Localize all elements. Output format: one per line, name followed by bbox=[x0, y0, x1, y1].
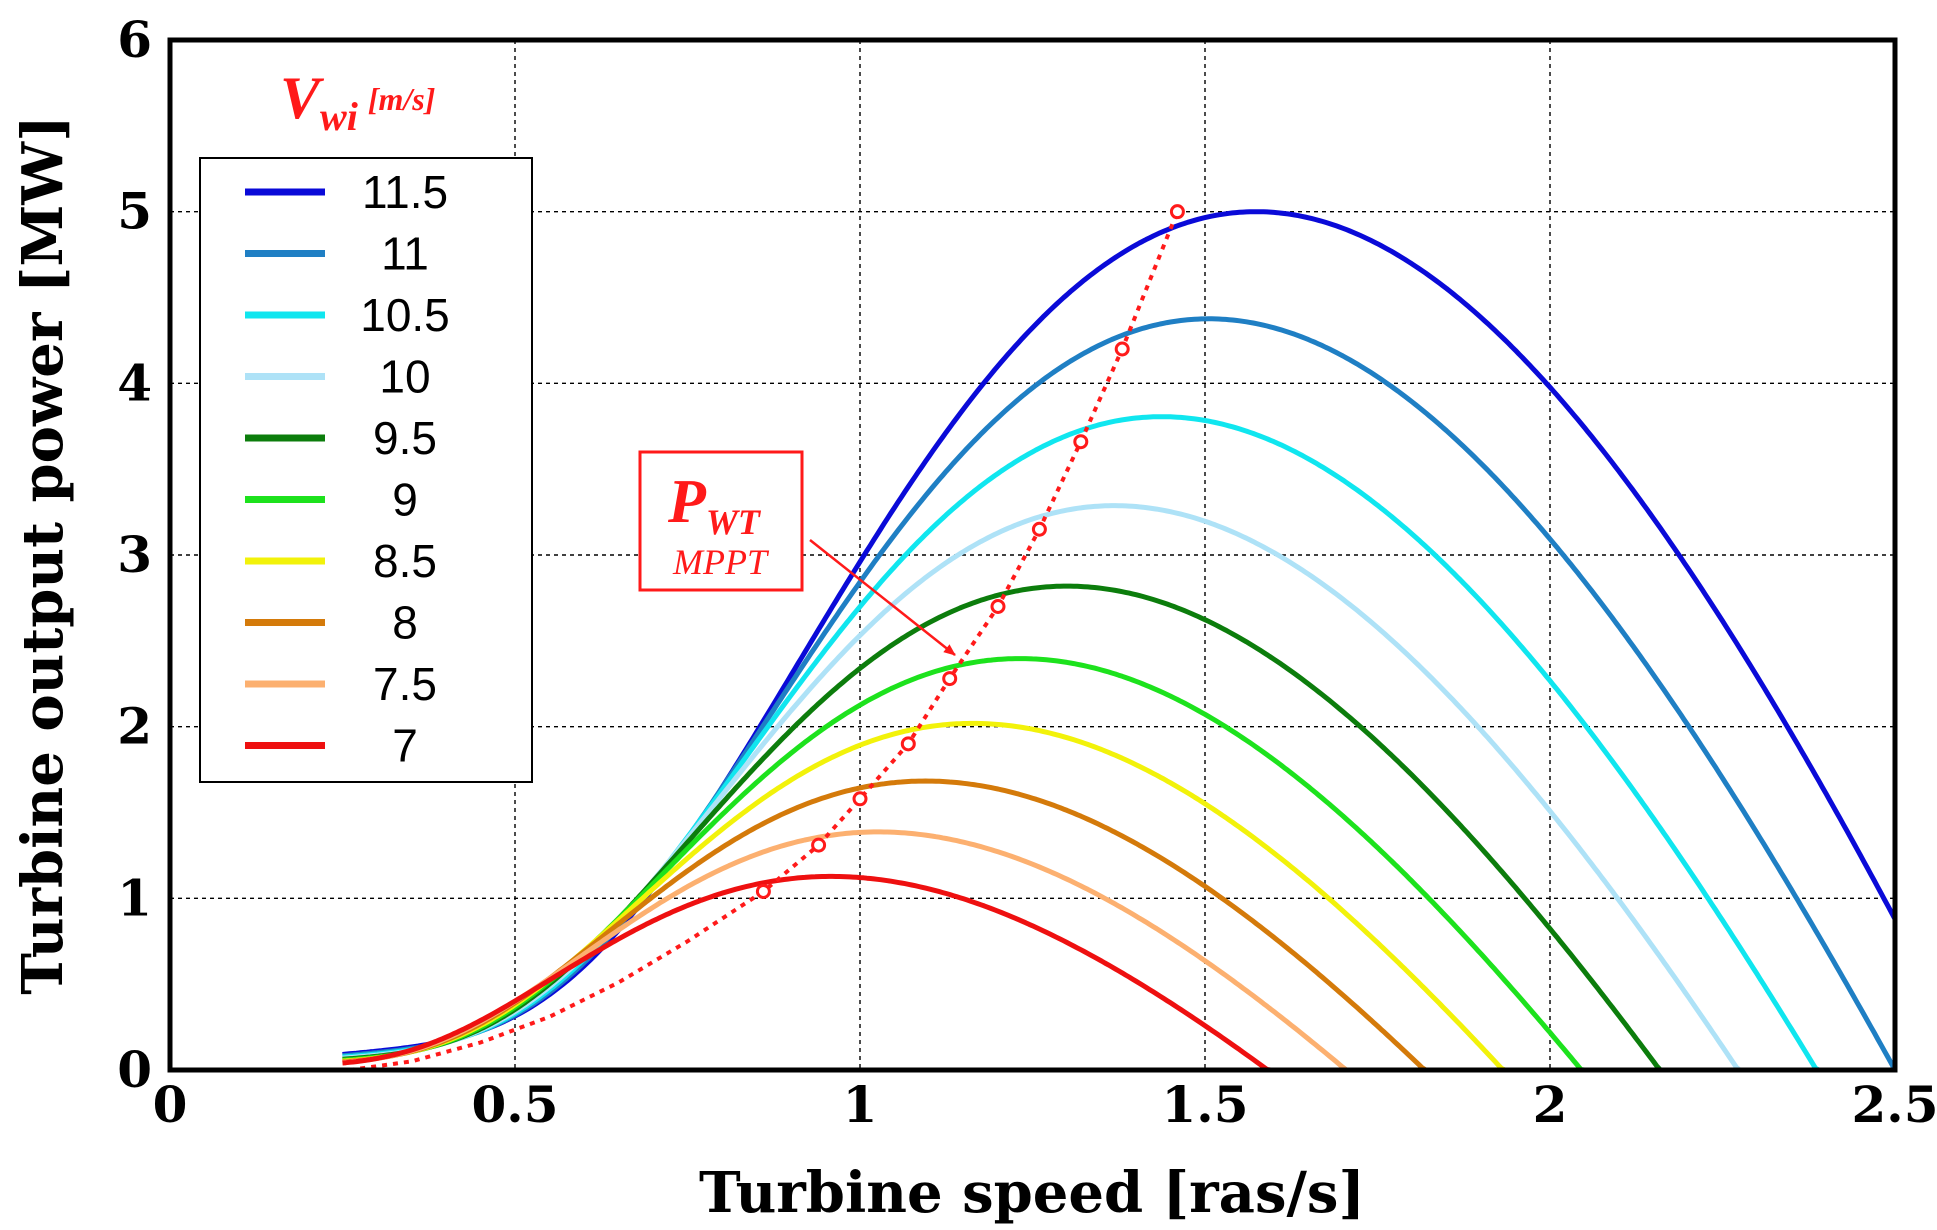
y-tick-label: 2 bbox=[117, 697, 152, 756]
mppt-label-box bbox=[638, 450, 804, 592]
series-line-7 bbox=[342, 873, 1271, 1073]
mppt-marker bbox=[942, 671, 958, 687]
y-tick-label: 6 bbox=[117, 10, 152, 69]
curves bbox=[342, 209, 1898, 1073]
legend-title: Vwi [m/s] bbox=[280, 65, 435, 139]
legend-label-8.5: 8.5 bbox=[373, 535, 437, 587]
legend-label-11.5: 11.5 bbox=[362, 166, 448, 218]
x-tick-label: 1 bbox=[843, 1075, 878, 1134]
y-tick-label: 1 bbox=[117, 868, 152, 927]
plot-frame bbox=[167, 37, 1898, 1073]
mppt-marker bbox=[990, 599, 1006, 614]
legend-title-sub: wi bbox=[320, 94, 358, 139]
mppt-label-sub2: MPPT bbox=[672, 542, 770, 582]
series-line-7.5 bbox=[342, 829, 1348, 1072]
legend-label-8: 8 bbox=[392, 597, 418, 649]
mppt-annotation: PWT MPPT bbox=[638, 450, 956, 656]
y-tick-label: 4 bbox=[117, 353, 152, 412]
legend-box bbox=[199, 157, 533, 783]
legend-title-main: V bbox=[280, 65, 325, 131]
mppt-marker bbox=[1169, 204, 1185, 220]
x-tick-label: 0 bbox=[153, 1075, 188, 1134]
mppt-marker bbox=[900, 736, 916, 752]
mppt-marker bbox=[811, 837, 827, 853]
x-tick-label: 0.5 bbox=[472, 1075, 559, 1134]
x-tick-label: 2.5 bbox=[1852, 1075, 1937, 1134]
y-tick-label: 5 bbox=[117, 182, 152, 241]
series-line-10 bbox=[342, 503, 1742, 1072]
y-tick-label: 3 bbox=[117, 525, 152, 584]
mppt-marker bbox=[1114, 341, 1130, 357]
mppt-label-sub: WT bbox=[706, 502, 762, 542]
x-axis-title: Turbine speed [ras/s] bbox=[699, 1160, 1365, 1226]
y-tick-label: 0 bbox=[117, 1040, 152, 1099]
legend: 11.5 11 10.5 10 9.5 9 8.5 8 7.5 7 bbox=[199, 157, 533, 783]
legend-label-7.5: 7.5 bbox=[373, 658, 437, 710]
mppt-arrow bbox=[809, 539, 956, 656]
x-tick-label: 1.5 bbox=[1162, 1075, 1249, 1134]
legend-label-9: 9 bbox=[392, 474, 418, 526]
legend-label-7: 7 bbox=[392, 720, 418, 772]
mppt-curve bbox=[349, 204, 1185, 1072]
legend-label-9.5: 9.5 bbox=[373, 412, 437, 464]
mppt-marker bbox=[1073, 434, 1089, 450]
x-tick-label: 2 bbox=[1533, 1075, 1568, 1134]
legend-title-unit: [m/s] bbox=[368, 81, 436, 117]
mppt-marker bbox=[852, 791, 868, 807]
legend-label-10: 10 bbox=[379, 351, 430, 403]
y-axis-title: Turbine output power [MW] bbox=[10, 115, 76, 994]
mppt-label: PWT bbox=[667, 468, 762, 542]
mppt-label-main: P bbox=[667, 468, 707, 536]
legend-label-11: 11 bbox=[381, 228, 429, 280]
mppt-marker bbox=[1031, 521, 1047, 537]
legend-label-10.5: 10.5 bbox=[360, 289, 450, 341]
mppt-marker bbox=[755, 883, 771, 899]
series-line-8 bbox=[342, 778, 1428, 1073]
